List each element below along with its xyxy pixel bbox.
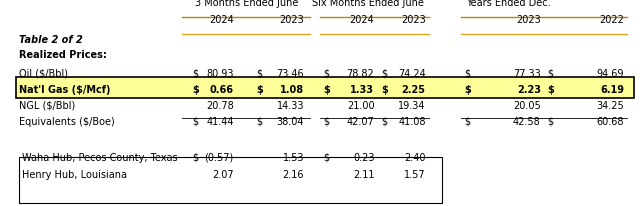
Text: $: $ [192,69,198,79]
Text: 42.07: 42.07 [347,116,374,126]
Text: 6.19: 6.19 [600,85,624,95]
Text: 1.33: 1.33 [351,85,374,95]
Text: 74.24: 74.24 [398,69,426,79]
Text: $: $ [192,152,198,162]
Text: 78.82: 78.82 [347,69,374,79]
Text: $: $ [256,116,262,126]
Text: 0.66: 0.66 [210,85,234,95]
Text: 41.44: 41.44 [206,116,234,126]
Text: 20.05: 20.05 [513,101,541,110]
Text: Equivalents ($/Boe): Equivalents ($/Boe) [19,116,115,126]
Text: Waha Hub, Pecos County, Texas: Waha Hub, Pecos County, Texas [22,152,178,162]
Text: $: $ [256,69,262,79]
Text: (0.57): (0.57) [204,152,234,162]
Text: $: $ [464,69,470,79]
Bar [19,158,442,203]
Text: 42.58: 42.58 [513,116,541,126]
Text: 20.78: 20.78 [206,101,234,110]
Text: 94.69: 94.69 [596,69,624,79]
Text: $: $ [323,69,330,79]
Text: 2023: 2023 [401,15,426,25]
Text: 19.34: 19.34 [398,101,426,110]
Text: 3 Months Ended June: 3 Months Ended June [195,0,298,8]
Text: 2023: 2023 [516,15,541,25]
Text: 2022: 2022 [599,15,624,25]
Text: 2.07: 2.07 [212,169,234,179]
Text: 77.33: 77.33 [513,69,541,79]
Text: Table 2 of 2: Table 2 of 2 [19,35,83,45]
Text: 1.53: 1.53 [282,152,304,162]
Bar [16,77,634,99]
Text: $: $ [381,85,388,95]
Text: 60.68: 60.68 [596,116,624,126]
Text: 14.33: 14.33 [276,101,304,110]
Text: 41.08: 41.08 [398,116,426,126]
Text: 34.25: 34.25 [596,101,624,110]
Text: 2024: 2024 [209,15,234,25]
Text: 2.25: 2.25 [402,85,426,95]
Text: 2.16: 2.16 [282,169,304,179]
Text: 1.08: 1.08 [280,85,304,95]
Text: 0.23: 0.23 [353,152,374,162]
Text: $: $ [547,69,554,79]
Text: 38.04: 38.04 [276,116,304,126]
Text: $: $ [256,85,263,95]
Text: $: $ [547,116,554,126]
Text: NGL ($/Bbl): NGL ($/Bbl) [19,101,76,110]
Text: Six Months Ended June: Six Months Ended June [312,0,424,8]
Text: 73.46: 73.46 [276,69,304,79]
Text: $: $ [192,116,198,126]
Text: $: $ [323,85,330,95]
Text: $: $ [323,152,330,162]
Text: $: $ [381,116,387,126]
Text: 2.11: 2.11 [353,169,374,179]
Text: 2.23: 2.23 [517,85,541,95]
Text: 21.00: 21.00 [347,101,374,110]
Text: 1.57: 1.57 [404,169,426,179]
Text: Realized Prices:: Realized Prices: [19,50,107,60]
Text: 2023: 2023 [279,15,304,25]
Text: Henry Hub, Louisiana: Henry Hub, Louisiana [22,169,127,179]
Text: 2.40: 2.40 [404,152,426,162]
Text: 80.93: 80.93 [206,69,234,79]
Text: $: $ [464,116,470,126]
Text: 2024: 2024 [349,15,374,25]
Text: Years Ended Dec.: Years Ended Dec. [467,0,551,8]
Text: $: $ [323,116,330,126]
Text: $: $ [547,85,554,95]
Text: Oil ($/Bbl): Oil ($/Bbl) [19,69,68,79]
Text: Nat'l Gas ($/Mcf): Nat'l Gas ($/Mcf) [19,85,111,95]
Text: $: $ [381,69,387,79]
Text: $: $ [464,85,471,95]
Text: $: $ [192,85,199,95]
